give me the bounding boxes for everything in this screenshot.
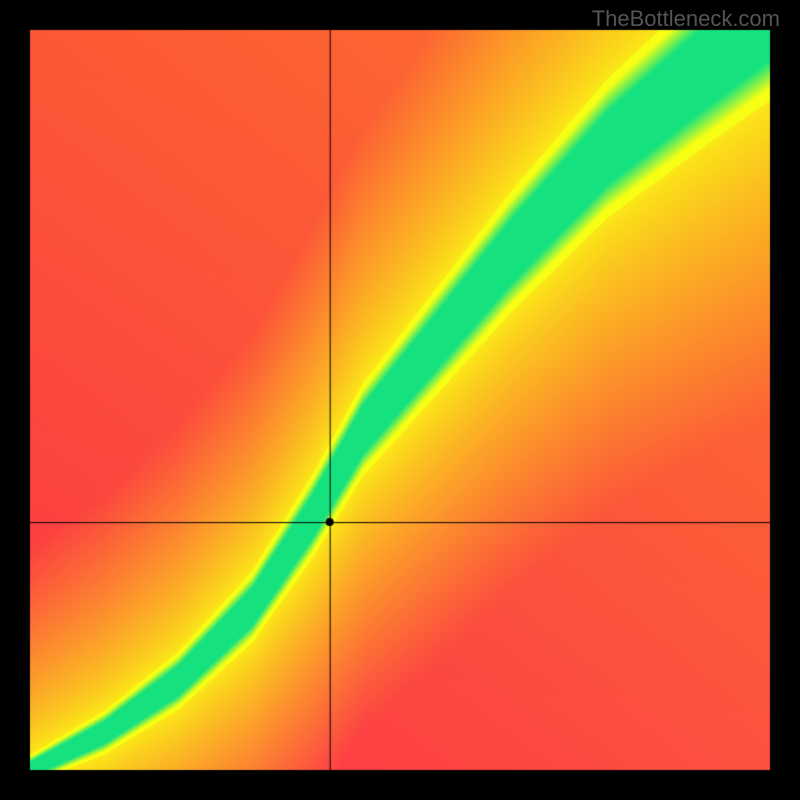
chart-container: TheBottleneck.com <box>0 0 800 800</box>
watermark-text: TheBottleneck.com <box>592 6 780 32</box>
bottleneck-heatmap <box>0 0 800 800</box>
